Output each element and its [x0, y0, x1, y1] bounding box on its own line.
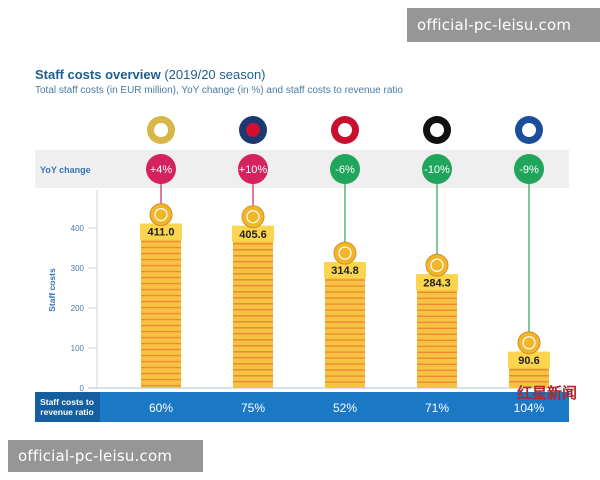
- value-label-bg: [140, 223, 182, 240]
- bar: [325, 262, 365, 388]
- yoy-badge: [146, 154, 176, 184]
- ratio-value: 75%: [241, 401, 265, 415]
- ratio-value: 71%: [425, 401, 449, 415]
- watermark-bottom: official-pc-leisu.com: [8, 440, 203, 472]
- y-tick-label: 200: [71, 304, 85, 313]
- value-label: 411.0: [148, 227, 175, 239]
- coin-icon: [425, 253, 449, 277]
- value-label: 405.6: [239, 229, 267, 241]
- ratio-label: Staff costs to: [40, 397, 94, 407]
- value-label-bg: [416, 274, 458, 291]
- yoy-badge: [422, 154, 452, 184]
- value-label-bg: [324, 262, 366, 279]
- ratio-value: 60%: [149, 401, 173, 415]
- watermark-top: official-pc-leisu.com: [407, 8, 600, 42]
- y-tick-label: 0: [80, 384, 85, 393]
- psg-crest-icon: [239, 116, 267, 144]
- value-label: 314.8: [331, 265, 359, 277]
- coin-icon: [517, 331, 541, 355]
- ratio-value: 104%: [514, 401, 545, 415]
- chart-title: Staff costs overview (2019/20 season): [35, 67, 266, 82]
- coin-icon: [333, 241, 357, 265]
- yoy-band: [35, 150, 569, 188]
- juventus-crest-icon: [423, 116, 451, 144]
- yoy-badge-text: -9%: [519, 164, 539, 176]
- yoy-badge-text: -10%: [424, 164, 450, 176]
- coin-icon: [149, 203, 173, 227]
- coin-icon-inner: [246, 210, 260, 224]
- news-logo: 红星新闻: [517, 384, 578, 402]
- y-tick-label: 300: [71, 264, 85, 273]
- y-tick-label: 100: [71, 344, 85, 353]
- ratio-label-cell: [35, 392, 100, 422]
- y-tick-label: 400: [71, 224, 85, 233]
- yoy-change-label: YoY change: [40, 165, 91, 175]
- yoy-badge-text: +10%: [239, 164, 268, 176]
- y-axis-label: Staff costs: [47, 268, 57, 312]
- value-label-bg: [232, 225, 274, 242]
- ratio-band: [35, 392, 569, 422]
- coin-icon-inner: [430, 258, 444, 272]
- yoy-badge-text: -6%: [335, 164, 355, 176]
- yoy-badge: [514, 154, 544, 184]
- ratio-value: 52%: [333, 401, 357, 415]
- bar: [417, 274, 457, 388]
- yoy-badge: [238, 154, 268, 184]
- porto-crest-icon: [515, 116, 543, 144]
- value-label: 284.3: [423, 277, 451, 289]
- coin-icon-inner: [522, 336, 536, 350]
- bar: [233, 225, 273, 388]
- bayern-crest-icon: [331, 116, 359, 144]
- chart-subtitle: Total staff costs (in EUR million), YoY …: [35, 85, 403, 96]
- coin-icon-inner: [338, 246, 352, 260]
- ratio-label: revenue ratio: [40, 407, 93, 417]
- real-madrid-crest-icon: [147, 116, 175, 144]
- bar: [141, 223, 181, 388]
- value-label-bg: [508, 351, 550, 368]
- coin-icon-inner: [154, 208, 168, 222]
- yoy-badge-text: +4%: [150, 164, 173, 176]
- yoy-badge: [330, 154, 360, 184]
- value-label: 90.6: [518, 355, 539, 367]
- coin-icon: [241, 205, 265, 229]
